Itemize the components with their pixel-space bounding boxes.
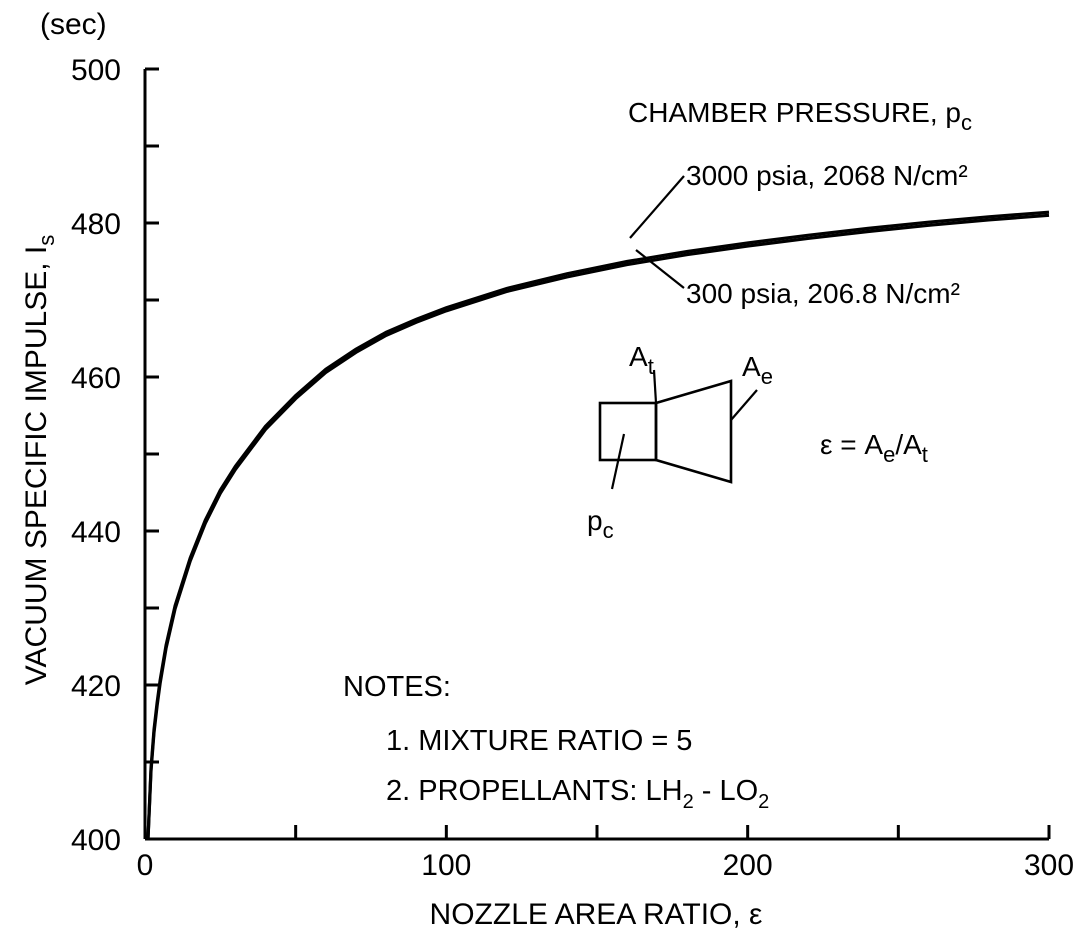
series-line-1 (146, 213, 1050, 840)
label-pc: pc (587, 505, 614, 543)
y-axis-title: VACUUM SPECIFIC IMPULSE, Is (20, 235, 59, 686)
leader-3000 (629, 175, 685, 239)
nozzle-diagram: At Ae pc ε = Ae/At (587, 341, 928, 543)
note-1: 1. MIXTURE RATIO = 5 (386, 725, 692, 757)
y-tick-label: 400 (71, 824, 121, 857)
svg-text:VACUUM SPECIFIC IMPULSE, Is: VACUUM SPECIFIC IMPULSE, Is (20, 235, 59, 686)
x-tick-label: 100 (421, 849, 471, 882)
x-tick-label: 0 (137, 849, 154, 882)
series-label-300: 300 psia, 206.8 N/cm² (686, 278, 960, 309)
y-tick-label: 440 (71, 516, 121, 549)
y-tick-label: 420 (71, 670, 121, 703)
y-tick-label: 480 (71, 208, 121, 241)
series-label-3000: 3000 psia, 2068 N/cm² (686, 160, 968, 191)
y-tick-label: 500 (71, 54, 121, 87)
note-2: 2. PROPELLANTS: LH2 - LO2 (386, 775, 769, 813)
x-tick-label: 300 (1024, 849, 1074, 882)
y-tick-label: 460 (71, 362, 121, 395)
ticks (145, 67, 1051, 839)
tick-labels: 0 100 200 300 400 420 440 460 480 500 (71, 54, 1074, 882)
label-at: At (629, 341, 654, 379)
leader-at (652, 369, 658, 404)
nozzle-bell (654, 379, 733, 484)
area-ratio-equation: ε = Ae/At (820, 429, 928, 467)
label-ae: Ae (742, 351, 773, 389)
y-unit-label: (sec) (40, 8, 107, 41)
y-axis-title-text: VACUUM SPECIFIC IMPULSE, I (20, 246, 53, 686)
x-tick-label: 200 (723, 849, 773, 882)
chamber-box (598, 401, 658, 462)
leader-300 (635, 249, 685, 289)
leader-pc (610, 433, 626, 490)
y-axis-title-sub: s (34, 235, 59, 246)
leader-ae (730, 389, 758, 421)
curves (146, 210, 1050, 840)
legend-title-sub: c (961, 110, 972, 135)
notes-heading: NOTES: (343, 671, 451, 703)
x-axis-title: NOZZLE AREA RATIO, ε (430, 898, 763, 931)
legend-title-text: CHAMBER PRESSURE, p (628, 97, 961, 128)
legend-title: CHAMBER PRESSURE, pc (628, 97, 972, 135)
notes: NOTES: 1. MIXTURE RATIO = 5 2. PROPELLAN… (343, 671, 769, 813)
